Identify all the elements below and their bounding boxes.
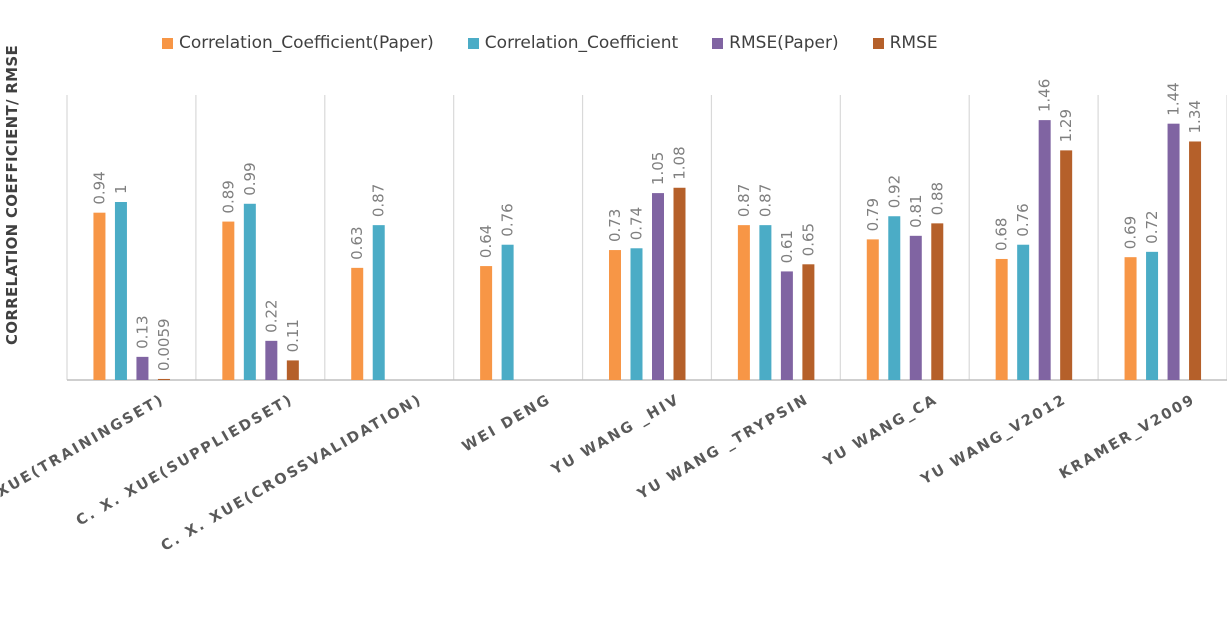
bar: [652, 193, 664, 380]
bar: [222, 221, 235, 380]
bar: [157, 378, 170, 380]
data-label: 0.89: [219, 180, 237, 213]
data-label: 0.76: [1014, 203, 1032, 236]
bar: [909, 235, 922, 380]
x-tick-label: YU WANG _HIV: [548, 392, 683, 479]
x-tick-label: C. X. XUE(TRAININGSET): [0, 392, 167, 529]
data-label: 0.13: [133, 315, 151, 348]
bar: [780, 271, 793, 380]
data-label: 0.81: [907, 194, 925, 227]
bar: [480, 266, 493, 380]
legend-swatch-rmse-paper: [712, 37, 724, 49]
legend-item-cc: Correlation_Coefficient: [467, 33, 679, 53]
bar: [1189, 141, 1202, 380]
data-label: 0.79: [864, 198, 882, 231]
bar: [802, 264, 815, 380]
bar: [286, 360, 299, 380]
bar: [759, 225, 772, 380]
bar: [673, 187, 686, 380]
legend-swatch-cc: [467, 37, 479, 49]
data-label: 0.92: [885, 175, 903, 208]
bar: [1017, 244, 1030, 380]
data-label: 1.08: [671, 146, 689, 179]
legend-item-rmse-paper: RMSE(Paper): [712, 33, 839, 53]
bar: [1060, 150, 1073, 380]
bar: [136, 356, 149, 380]
data-label: 1.44: [1165, 82, 1183, 115]
x-tick-label: WEI DENG: [460, 392, 555, 456]
bar: [1146, 251, 1159, 380]
bar: [931, 223, 944, 380]
bar: [501, 244, 514, 380]
bar: [114, 202, 127, 380]
data-label: 1: [112, 184, 130, 194]
data-label: 0.94: [90, 171, 108, 204]
bar: [351, 267, 364, 380]
data-label: 0.22: [262, 299, 280, 332]
data-label: 0.68: [993, 218, 1011, 251]
data-label: 0.73: [606, 209, 624, 242]
data-label: 0.87: [735, 184, 753, 217]
data-label: 0.87: [370, 184, 388, 217]
bar: [630, 248, 643, 380]
bar: [265, 340, 278, 380]
chart-legend: Correlation_Coefficient(Paper) Correlati…: [162, 33, 972, 53]
bar: [737, 225, 750, 380]
x-tick-label: YU WANG_V2012: [918, 392, 1070, 489]
data-label: 1.46: [1036, 79, 1054, 112]
data-label: 0.65: [799, 223, 817, 256]
bar: [372, 225, 385, 380]
legend-label-rmse: RMSE: [889, 33, 938, 53]
legend-item-rmse: RMSE: [872, 33, 938, 53]
x-tick-label: C. X. XUE(SUPPLIEDSET): [74, 392, 297, 530]
legend-swatch-rmse: [872, 37, 884, 49]
legend-label-cc-paper: Correlation_Coefficient(Paper): [179, 33, 434, 53]
bar: [888, 216, 901, 380]
data-label: 1.29: [1057, 109, 1075, 142]
data-label: 0.87: [756, 184, 774, 217]
data-label: 0.63: [348, 226, 366, 259]
data-label: 1.05: [649, 152, 667, 185]
bar: [1167, 123, 1180, 381]
bar: [93, 212, 106, 380]
bar: [243, 203, 256, 380]
data-label: 0.74: [628, 207, 646, 240]
bar: [866, 239, 879, 380]
bar: [609, 250, 621, 380]
data-label: 1.34: [1186, 100, 1204, 133]
data-label: 0.61: [778, 230, 796, 263]
data-label: 0.64: [477, 225, 495, 258]
legend-swatch-cc-paper: [162, 37, 173, 49]
bar: [1124, 257, 1137, 380]
bar: [995, 258, 1008, 380]
data-label: 0.76: [499, 203, 517, 236]
x-tick-label: KRAMER_V2009: [1057, 392, 1199, 483]
x-tick-label: YU WANG_CA: [820, 392, 941, 471]
data-label: 0.72: [1143, 210, 1161, 243]
legend-label-rmse-paper: RMSE(Paper): [729, 33, 839, 53]
data-label: 0.88: [928, 182, 946, 215]
data-label: 0.11: [284, 319, 302, 352]
data-label: 0.69: [1122, 216, 1140, 249]
legend-item-cc-paper: Correlation_Coefficient(Paper): [162, 33, 434, 53]
data-label: 0.0059: [155, 318, 173, 371]
legend-label-cc: Correlation_Coefficient: [484, 33, 679, 53]
x-tick-label: C. X. XUE(CROSSVALIDATION): [159, 392, 426, 555]
data-label: 0.99: [241, 162, 259, 195]
bar: [1038, 120, 1051, 381]
